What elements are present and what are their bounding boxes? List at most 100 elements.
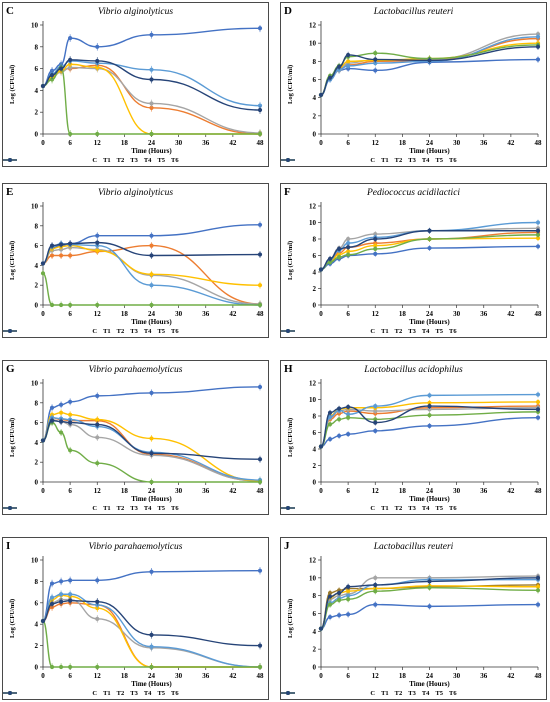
- data-point-t2: [95, 616, 100, 621]
- legend-label: T5: [435, 690, 444, 697]
- data-point-t5: [427, 413, 432, 418]
- data-point-t5: [327, 602, 333, 607]
- data-point-t2: [427, 407, 432, 412]
- x-tick-label: 6: [346, 672, 350, 680]
- data-point-t4: [68, 592, 73, 597]
- y-tick-label: 2: [35, 282, 39, 290]
- data-point-t4: [535, 34, 541, 39]
- panel-label: F: [284, 186, 291, 198]
- legend-marker-icon: [281, 691, 295, 695]
- chart-title: Vibrio alginolyticus: [97, 188, 174, 198]
- series-line-c: [42, 570, 261, 622]
- y-tick-label: 4: [313, 94, 317, 102]
- data-point-t3: [346, 589, 351, 594]
- chart-title: Lactobacillus reuteri: [373, 7, 454, 17]
- x-tick-label: 48: [257, 672, 265, 680]
- x-tick-label: 18: [121, 310, 129, 318]
- x-tick-label: 48: [257, 139, 265, 147]
- data-point-t6: [535, 228, 541, 233]
- chart-panel-e: E Vibrio alginolyticus 0 2 4 6 8 10 0 6 12 18 24 30 36…: [2, 183, 269, 338]
- data-point-t4: [346, 63, 351, 68]
- legend-label: T4: [421, 157, 430, 164]
- legend-label: T6: [449, 505, 457, 512]
- data-point-t3: [535, 399, 541, 405]
- x-tick-label: 36: [480, 139, 488, 147]
- legend-entry-c: C: [281, 505, 375, 512]
- data-point-t5: [346, 597, 351, 602]
- data-point-t5: [58, 302, 64, 308]
- y-tick-label: 12: [309, 557, 317, 565]
- data-point-t3: [95, 417, 100, 422]
- panel-label: J: [284, 540, 290, 552]
- x-tick-label: 48: [257, 487, 265, 495]
- legend-label: T2: [394, 505, 403, 512]
- data-point-t6: [40, 438, 46, 443]
- legend-entry-t1: T1: [281, 505, 389, 512]
- data-point-t6: [95, 422, 100, 427]
- data-point-t2: [373, 575, 378, 580]
- x-tick-label: 0: [319, 310, 323, 318]
- legend-label: T5: [157, 505, 166, 512]
- chart-panel-h: H Lactobacillus acidophilus 0 2 4 6 8 10 12 0 6 12 1…: [280, 360, 547, 515]
- series-line-t4: [42, 416, 261, 481]
- legend-label: T2: [116, 157, 125, 164]
- y-tick-label: 0: [313, 664, 317, 672]
- legend-entry-t6: T6: [281, 505, 457, 512]
- data-point-t5: [95, 131, 100, 137]
- data-point-t5: [336, 417, 342, 422]
- data-point-t5: [68, 131, 73, 137]
- legend-entry-t2: T2: [281, 328, 402, 335]
- data-point-t2: [149, 101, 154, 106]
- x-tick-label: 12: [94, 139, 102, 147]
- data-point-t6: [327, 256, 333, 261]
- data-point-t1: [149, 243, 154, 248]
- data-point-t5: [373, 589, 378, 594]
- y-axis-title: Log (CFU/ml): [287, 598, 294, 638]
- legend-entry-t6: T6: [281, 690, 457, 697]
- data-point-t6: [346, 404, 351, 410]
- data-point-t5: [49, 664, 55, 670]
- panel-label: G: [6, 363, 15, 375]
- legend-label: T2: [394, 157, 403, 164]
- legend-entry-t3: T3: [281, 505, 416, 512]
- legend-label: T3: [130, 505, 138, 512]
- x-tick-label: 6: [346, 487, 350, 495]
- x-tick-label: 36: [202, 139, 210, 147]
- data-point-t5: [68, 302, 73, 308]
- data-point-t4: [535, 220, 541, 225]
- x-tick-label: 18: [399, 139, 407, 147]
- data-point-t5: [257, 664, 263, 670]
- data-point-t3: [149, 436, 154, 441]
- panel-label: D: [284, 5, 292, 17]
- data-point-t6: [257, 107, 263, 113]
- x-tick-label: 36: [202, 487, 210, 495]
- legend-marker-icon: [281, 158, 295, 162]
- x-tick-label: 42: [507, 487, 515, 495]
- data-point-t6: [68, 241, 73, 246]
- data-point-t2: [346, 236, 351, 242]
- legend-label: T4: [143, 328, 152, 335]
- legend-label: T3: [408, 157, 416, 164]
- x-tick-label: 12: [94, 310, 102, 318]
- y-tick-label: 2: [313, 112, 317, 120]
- x-tick-label: 30: [453, 487, 461, 495]
- data-point-t6: [327, 75, 333, 80]
- data-point-t1: [68, 253, 73, 258]
- data-point-t5: [40, 271, 46, 276]
- data-point-t4: [257, 103, 263, 108]
- legend-label: T5: [157, 690, 166, 697]
- data-point-t5: [95, 664, 100, 670]
- x-axis-title: Time (Hours): [409, 318, 450, 326]
- data-point-t3: [373, 243, 378, 248]
- y-axis-title: Log (CFU/ml): [287, 240, 294, 280]
- data-point-t5: [336, 598, 342, 603]
- x-tick-label: 48: [257, 310, 265, 318]
- x-tick-label: 0: [319, 487, 323, 495]
- legend-label: T4: [421, 690, 430, 697]
- data-point-c: [149, 569, 154, 574]
- y-tick-label: 4: [313, 446, 317, 454]
- x-axis-title: Time (Hours): [409, 495, 450, 503]
